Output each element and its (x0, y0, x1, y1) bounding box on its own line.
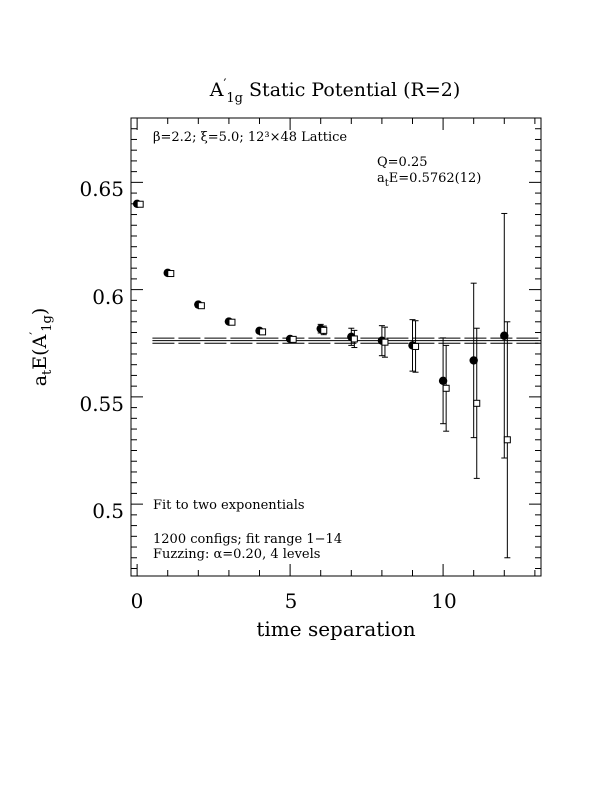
data-point-square (503, 436, 511, 444)
data-point-square (167, 270, 175, 278)
y-tick-label-0.55: 0.55 (79, 392, 124, 416)
fit-note-exponentials: Fit to two exponentials (153, 498, 305, 513)
data-point-square (350, 335, 358, 343)
x-tick-label-0: 0 (131, 589, 144, 613)
fit-band (152, 337, 541, 344)
data-point-square (259, 328, 267, 336)
x-axis-label: time separation (256, 617, 415, 641)
fit-note-fuzzing: Fuzzing: α=0.20, 4 levels (153, 547, 320, 562)
data-point-circle (438, 376, 448, 385)
y-axis-label: atE(A′1g) (28, 308, 55, 387)
data-point-square (197, 302, 205, 310)
y-tick-label-0.5: 0.5 (92, 499, 124, 523)
data-point-square (289, 335, 297, 343)
data-point-square (442, 384, 450, 392)
data-point-circle (469, 356, 478, 365)
energy-fit-label: atE=0.5762(12) (377, 171, 481, 189)
data-point-square (320, 326, 328, 334)
q-value-label: Q=0.25 (377, 155, 428, 170)
y-tick-label-0.65: 0.65 (79, 177, 124, 201)
data-point-square (473, 399, 481, 407)
data-point-square (412, 342, 420, 350)
axis-ticks (131, 117, 541, 576)
data-point-square (381, 338, 389, 346)
y-tick-label-0.6: 0.6 (92, 285, 124, 309)
chart-title: A′1g Static Potential (R=2) (209, 77, 461, 106)
x-tick-label-5: 5 (285, 589, 298, 613)
fit-note-configs: 1200 configs; fit range 1−14 (153, 532, 342, 547)
lattice-info: β=2.2; ξ=5.0; 12³×48 Lattice (153, 130, 347, 145)
plot-frame (130, 117, 542, 577)
data-point-circle (500, 331, 509, 340)
data-point-square (136, 200, 144, 208)
x-tick-label-10: 10 (431, 589, 456, 613)
data-point-square (228, 318, 236, 326)
data-points (132, 199, 511, 559)
